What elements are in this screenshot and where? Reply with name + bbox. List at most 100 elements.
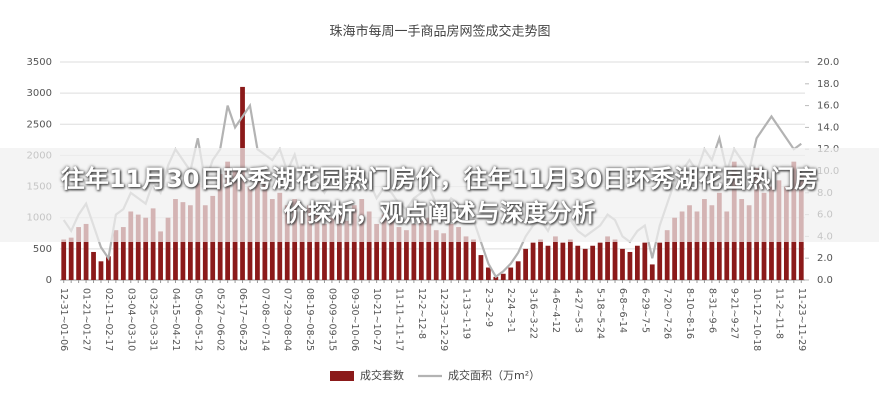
bar	[187, 205, 193, 280]
bar	[314, 214, 320, 280]
bar	[165, 217, 171, 280]
bar	[128, 211, 134, 280]
x-tick-label: 07-29~08-04	[282, 288, 293, 351]
bar	[664, 230, 670, 280]
legend-swatch	[330, 371, 354, 381]
bar	[627, 251, 633, 280]
x-tick-label: 5-18~5-24	[595, 288, 606, 339]
x-tick-label: 04-15~04-21	[170, 288, 181, 351]
y2-tick-label: 0.0	[817, 275, 833, 286]
bar	[150, 208, 156, 280]
bar	[538, 239, 543, 280]
legend-label: 成交面积（万m²）	[448, 368, 540, 382]
bar	[441, 233, 447, 280]
bar	[404, 230, 409, 280]
overlay-title: 往年11月30日环秀湖花园热门房价，往年11月30日环秀湖花园热门房价探析，观点…	[60, 165, 819, 227]
y2-tick-label: 18.0	[817, 79, 839, 90]
bar	[508, 267, 514, 280]
y-tick-label: 3500	[27, 57, 52, 68]
bar	[329, 217, 335, 280]
bar	[553, 236, 558, 280]
bar	[642, 242, 648, 280]
x-tick-label: 7-20~7-26	[662, 288, 673, 339]
bar	[61, 239, 67, 280]
bar	[322, 223, 327, 280]
bar	[545, 245, 551, 280]
bar	[456, 227, 461, 280]
y2-tick-label: 2.0	[817, 253, 833, 264]
bar	[590, 245, 596, 280]
x-tick-label: 11-11~11-17	[393, 288, 404, 351]
bar	[463, 236, 469, 280]
bar	[448, 223, 454, 280]
bar	[143, 217, 149, 280]
x-tick-label: 8-10~8-16	[684, 288, 695, 339]
x-tick-label: 2-24~3-1	[505, 288, 516, 333]
bar	[500, 273, 506, 280]
bar	[493, 276, 499, 280]
x-tick-label: 11-2~11-8	[773, 288, 784, 339]
bar	[76, 227, 82, 280]
x-tick-label: 11-23~11-29	[796, 288, 807, 351]
bar	[634, 245, 640, 280]
bar	[478, 255, 484, 280]
y2-tick-label: 14.0	[817, 122, 839, 133]
bar	[426, 217, 432, 280]
y2-tick-label: 16.0	[817, 101, 839, 112]
bar	[336, 211, 342, 280]
x-tick-label: 01-21~01-27	[81, 288, 92, 351]
y-tick-label: 3000	[27, 88, 52, 99]
x-tick-label: 12-23~12-29	[438, 288, 449, 351]
x-tick-label: 2-3~2-9	[483, 288, 494, 327]
bar	[672, 217, 678, 280]
bar	[389, 217, 394, 280]
bar	[724, 211, 730, 280]
chart-title: 珠海市每周一手商品房网签成交走势图	[329, 24, 550, 40]
bar	[284, 205, 290, 280]
bar	[612, 239, 618, 280]
bar	[418, 220, 424, 280]
bar	[657, 242, 663, 280]
bar	[98, 261, 104, 280]
bar	[433, 230, 439, 280]
bar	[366, 211, 372, 280]
y-tick-label: 2500	[27, 119, 52, 130]
bar	[485, 267, 491, 280]
x-tick-label: 07-08~07-14	[259, 288, 270, 351]
x-tick-label: 06-17~06-23	[237, 288, 248, 351]
x-tick-label: 6-8~6-14	[617, 288, 628, 333]
bar	[351, 205, 357, 280]
y2-tick-label: 20.0	[817, 57, 839, 68]
y-tick-label: 0	[46, 275, 52, 286]
bar	[307, 205, 312, 280]
x-tick-label: 1-13~1-19	[461, 288, 472, 339]
bar	[620, 248, 625, 280]
bar	[120, 227, 126, 280]
legend-label: 成交套数	[360, 368, 404, 382]
bar	[679, 211, 685, 280]
x-tick-label: 8-31~9-6	[706, 288, 717, 333]
bar	[597, 242, 603, 280]
bar	[83, 223, 89, 280]
bar	[582, 248, 588, 280]
x-tick-label: 02-11~02-17	[103, 288, 114, 351]
y-tick-label: 500	[33, 244, 52, 255]
x-tick-label: 03-04~03-10	[125, 288, 136, 351]
bar	[649, 264, 655, 280]
x-tick-label: 4-27~5-3	[572, 288, 583, 333]
bar	[396, 227, 402, 280]
bar	[530, 242, 536, 280]
x-tick-label: 08-19~08-25	[304, 288, 315, 351]
bar	[299, 211, 305, 280]
bar	[515, 261, 521, 280]
overlay-banner: 往年11月30日环秀湖花园热门房价，往年11月30日环秀湖花园热门房价探析，观点…	[0, 148, 879, 242]
x-tick-label: 10-12~10-18	[751, 288, 762, 351]
bar	[605, 236, 610, 280]
x-tick-label: 09-30~10-06	[349, 288, 360, 351]
x-tick-label: 6-29~7-5	[639, 288, 650, 333]
x-tick-label: 4-6~4-12	[550, 288, 561, 333]
bar	[135, 214, 141, 280]
x-tick-label: 05-06~05-12	[192, 288, 203, 351]
bar	[567, 239, 573, 280]
